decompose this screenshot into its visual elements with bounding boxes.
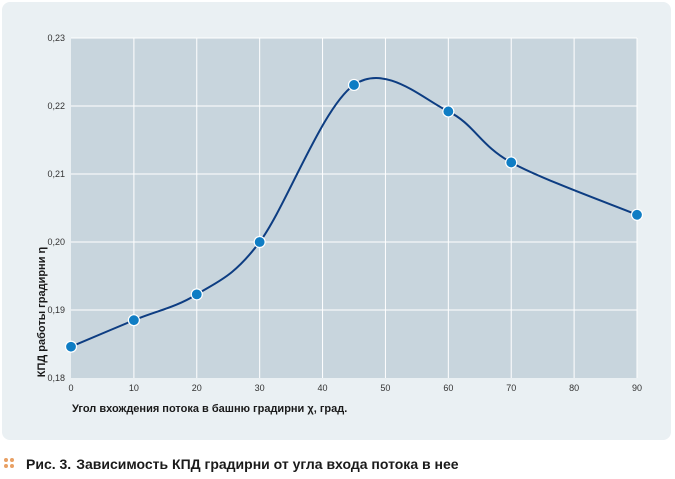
x-tick-label: 70 (506, 383, 516, 393)
data-point (347, 78, 361, 92)
x-tick-label: 0 (68, 383, 73, 393)
y-tick-label: 0,20 (47, 237, 65, 247)
figure-caption: Рис. 3. Зависимость КПД градирни от угла… (4, 454, 459, 474)
grid (71, 37, 638, 378)
y-tick-label: 0,22 (47, 101, 65, 111)
x-tick-label: 90 (632, 383, 642, 393)
x-tick-label: 60 (443, 383, 453, 393)
data-point (253, 235, 266, 249)
x-tick-label: 50 (380, 383, 390, 393)
plot-area (71, 38, 637, 378)
y-tick-label: 0,23 (47, 33, 65, 43)
data-point (127, 314, 140, 327)
y-tick-label: 0,18 (47, 373, 65, 383)
chart: 0,18 0,19 0,20 0,21 0,22 0,23 0 10 20 30 40 50 60 70… (36, 33, 644, 415)
x-tick-label: 40 (318, 383, 328, 393)
x-tick-label: 10 (129, 383, 139, 393)
data-point (64, 340, 78, 353)
dots-icon (4, 458, 16, 470)
x-tick-label: 20 (192, 383, 202, 393)
x-axis-title: Угол вхождения потока в башню градирни χ… (72, 403, 347, 415)
data-point (442, 105, 455, 118)
data-point (630, 208, 644, 221)
y-tick-label: 0,21 (47, 169, 65, 179)
x-axis-ticks: 0 10 20 30 40 50 60 70 80 90 (68, 383, 642, 393)
data-point (505, 156, 518, 169)
caption-text: Зависимость КПД градирни от угла входа п… (76, 456, 459, 472)
plot-background (71, 38, 637, 378)
data-point (190, 288, 203, 301)
series-markers (64, 78, 644, 353)
x-tick-label: 30 (255, 383, 265, 393)
y-axis-title: КПД работы градирни η (36, 246, 48, 377)
caption-number: Рис. 3. (26, 456, 72, 472)
y-tick-label: 0,19 (47, 305, 65, 315)
x-tick-label: 80 (569, 383, 579, 393)
y-axis-ticks: 0,18 0,19 0,20 0,21 0,22 0,23 (47, 33, 65, 383)
